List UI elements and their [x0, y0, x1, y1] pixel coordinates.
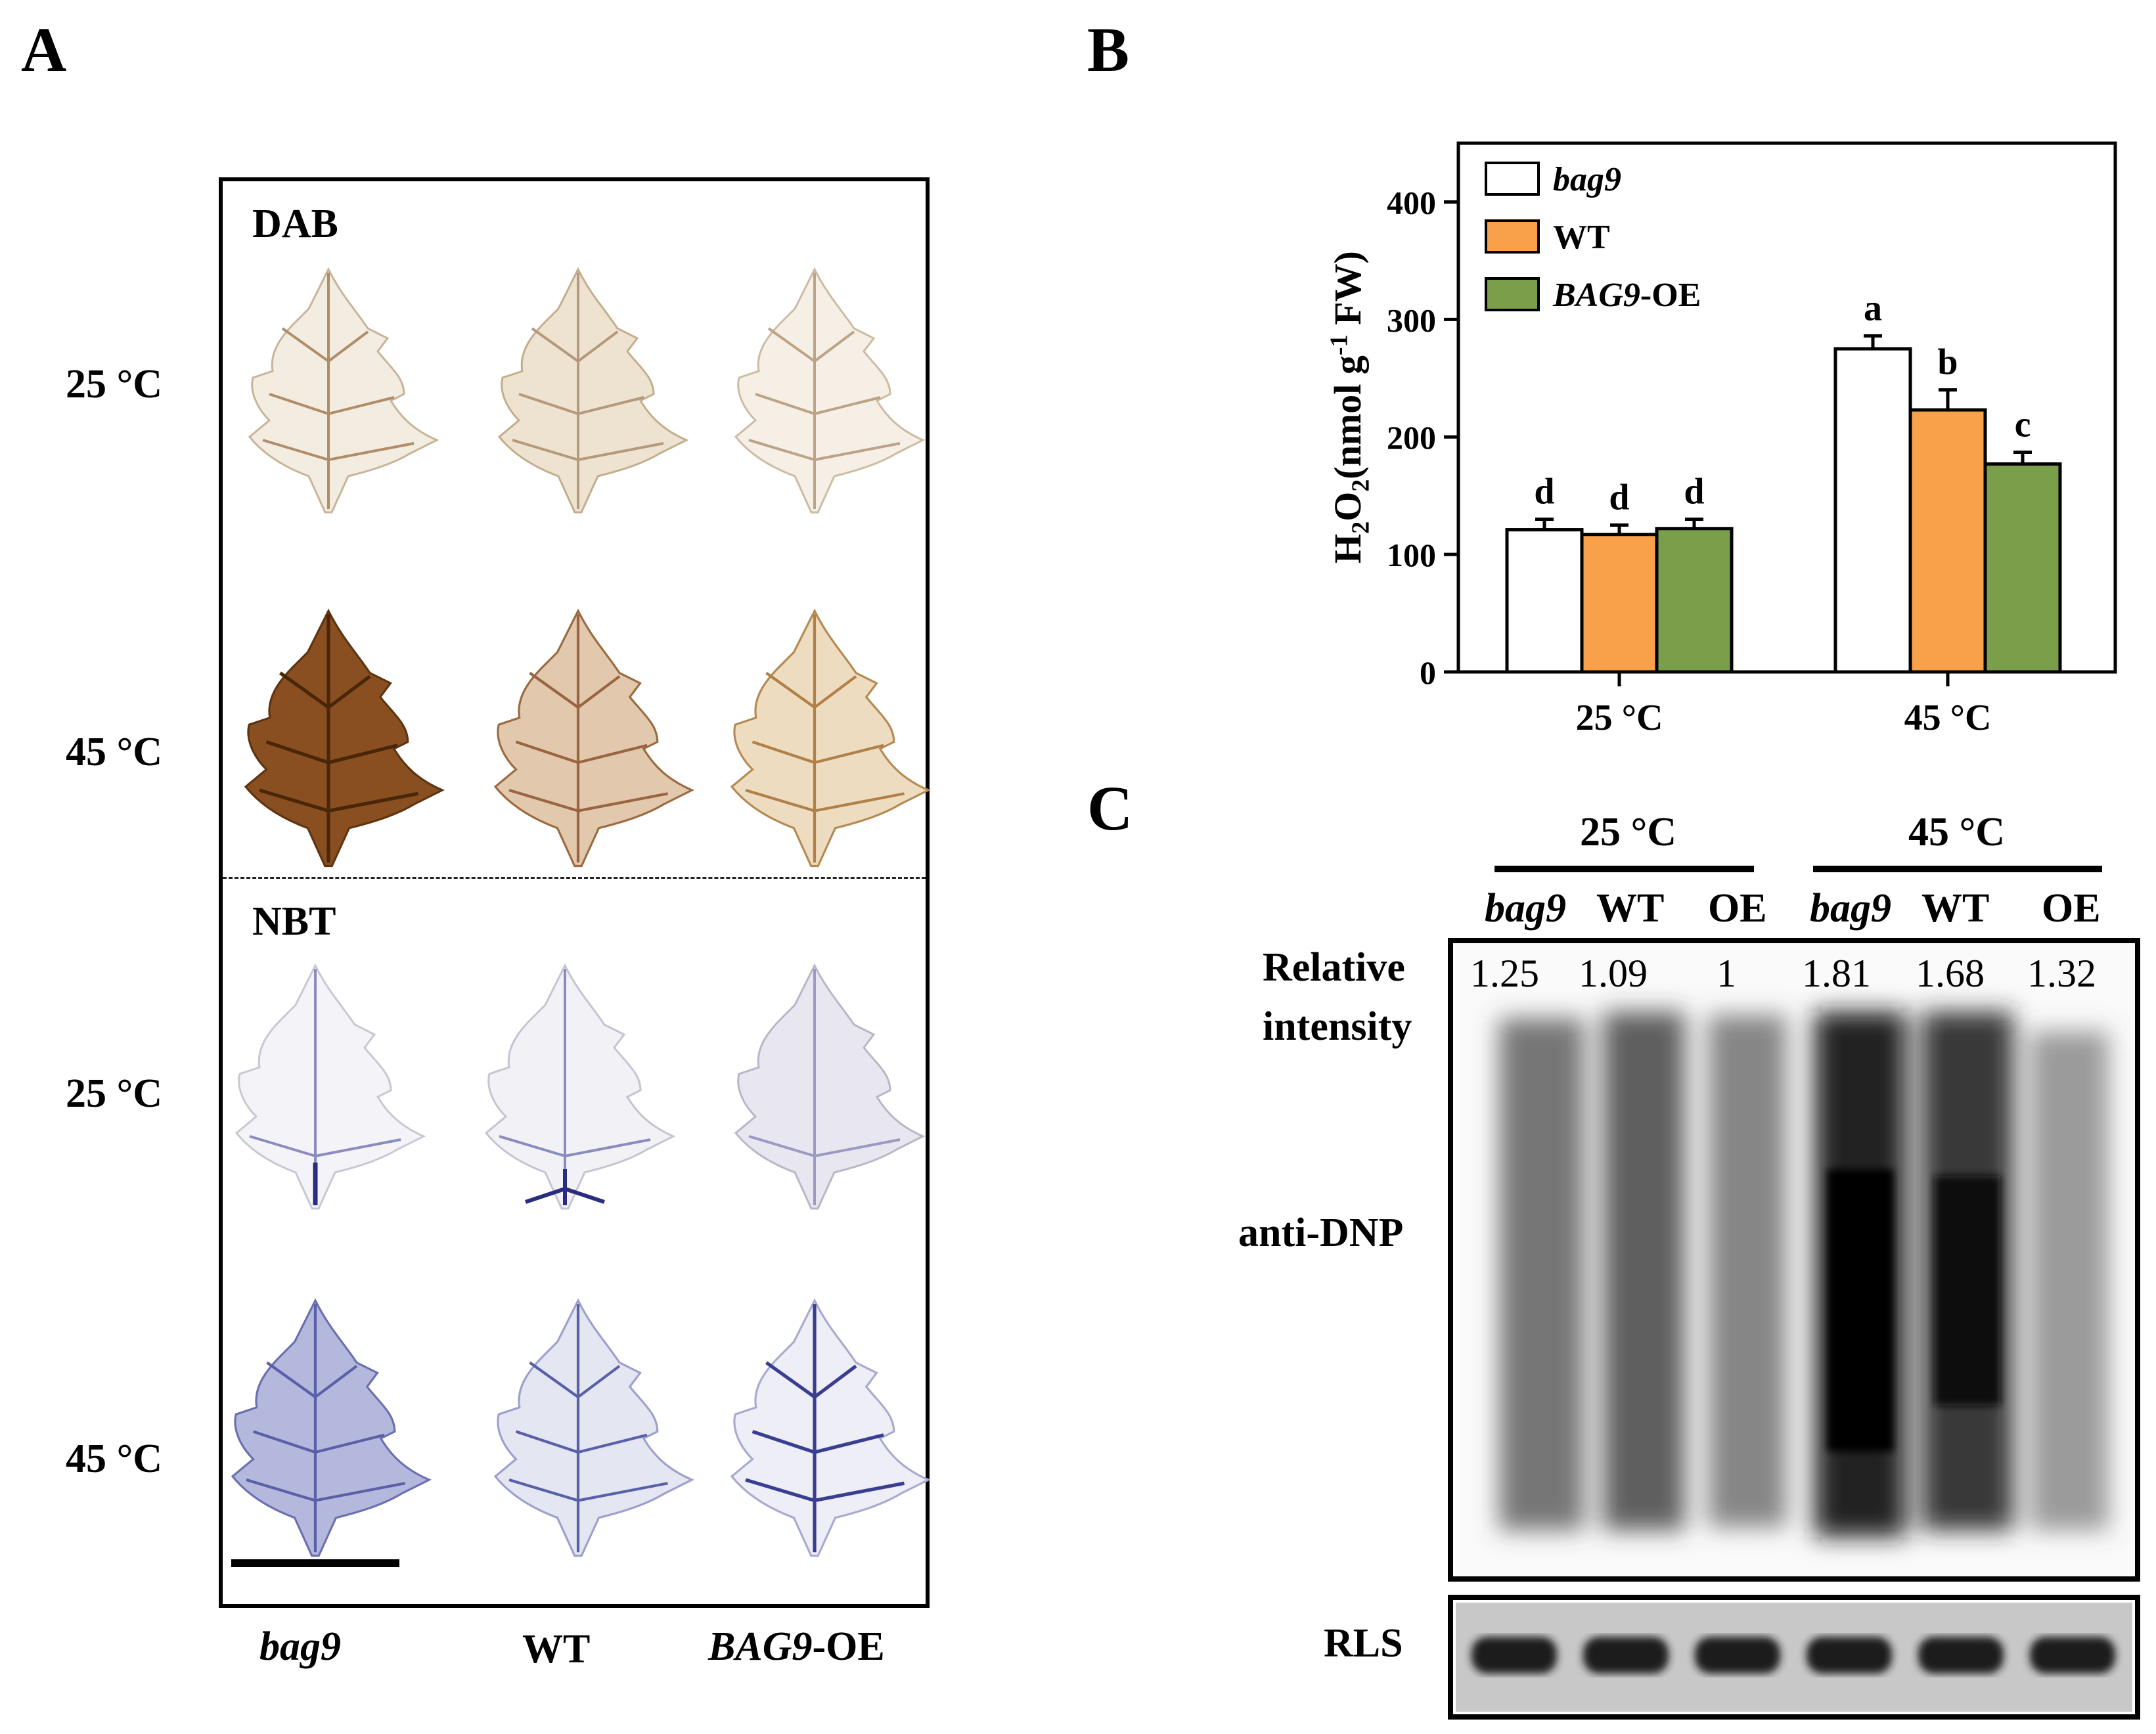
group-bar-45: [1813, 866, 2102, 872]
blot-lane-1: [1499, 1018, 1584, 1530]
blot-lane-6: [2030, 1031, 2109, 1530]
y-tick-label: 100: [1387, 537, 1436, 573]
relative-label-2: intensity: [1263, 1004, 1412, 1049]
bar-WT: [1908, 408, 1987, 674]
lane-label-4: bag9: [1810, 886, 1891, 931]
stain-divider: [223, 877, 926, 879]
leaf-nbt-25-oe: [734, 964, 924, 1210]
leaf-nbt-45-bag9: [231, 1299, 430, 1557]
row-label-nbt-25: 25 °C: [66, 1071, 163, 1116]
leaf-dab-25-bag9: [248, 268, 438, 514]
stain-label-dab: DAB: [252, 202, 338, 246]
leaf-nbt-25-bag9: [235, 964, 425, 1210]
significance-letter: a: [1864, 288, 1882, 328]
leaf-dab-45-bag9: [244, 610, 443, 868]
leaf-nbt-45-oe: [730, 1299, 930, 1557]
bar-bag9: [1505, 528, 1584, 674]
rls-band-1: [1471, 1637, 1557, 1674]
lane-label-1: bag9: [1485, 886, 1566, 931]
lane-label-3: OE: [1708, 886, 1767, 931]
intensity-3: 1: [1717, 952, 1736, 995]
loading-label: RLS: [1324, 1621, 1403, 1666]
row-label-dab-45: 45 °C: [66, 730, 163, 774]
rls-band-6: [2030, 1637, 2115, 1674]
y-tick-label: 300: [1387, 301, 1436, 338]
blot-lane-2: [1603, 1012, 1685, 1530]
significance-letter: b: [1937, 342, 1958, 383]
significance-letter: d: [1534, 471, 1554, 512]
group-label-45: 45 °C: [1908, 810, 2006, 855]
y-tick-label: 400: [1387, 184, 1436, 221]
intensity-2: 1.09: [1579, 952, 1648, 995]
leaf-dab-45-oe: [730, 610, 930, 868]
x-category-label: 45 °C: [1904, 698, 1992, 738]
leaf-dab-25-wt: [498, 268, 688, 514]
lane-label-6: OE: [2042, 886, 2101, 931]
bar-WT: [1580, 533, 1659, 674]
intensity-1: 1.25: [1470, 952, 1539, 995]
blot-lane-3: [1708, 1015, 1787, 1527]
legend-label: WT: [1553, 219, 1610, 256]
column-label-oe-plain: -OE: [812, 1624, 885, 1669]
bar-BAG9-OE: [1655, 527, 1734, 674]
plot-frame: [1456, 141, 2117, 674]
leaf-nbt-25-wt: [485, 964, 675, 1210]
blot-dark-core: [1828, 1169, 2000, 1452]
rls-band-3: [1695, 1637, 1780, 1674]
legend-swatch-bag9: [1485, 162, 1540, 196]
panel-b-letter: B: [1087, 14, 1130, 85]
antibody-label: anti-DNP: [1238, 1211, 1404, 1255]
group-label-25: 25 °C: [1580, 810, 1677, 855]
legend-swatch-WT: [1485, 219, 1540, 254]
column-label-wt: WT: [522, 1626, 590, 1673]
significance-letter: d: [1684, 471, 1704, 512]
leaf-dab-25-oe: [734, 268, 924, 514]
y-tick-label: 200: [1387, 419, 1436, 456]
intensity-6: 1.32: [2027, 952, 2096, 995]
rls-band-4: [1807, 1637, 1892, 1674]
leaf-nbt-45-wt: [494, 1299, 693, 1557]
column-label-bag9-oe: BAG9-OE: [708, 1624, 885, 1670]
panel-a-frame: [219, 177, 930, 1608]
legend-label: bag9: [1553, 161, 1621, 198]
legend-swatch-BAG9-OE: [1485, 277, 1540, 311]
rls-band-2: [1583, 1637, 1669, 1674]
intensity-4: 1.81: [1802, 952, 1871, 995]
significance-letter: c: [2015, 404, 2031, 445]
column-label-bag9-text: bag9: [259, 1624, 341, 1669]
significance-letter: d: [1609, 477, 1629, 518]
legend-label: BAG9-OE: [1552, 277, 1701, 314]
column-label-wt-text: WT: [522, 1627, 591, 1672]
y-tick-label: 0: [1420, 654, 1436, 691]
row-label-nbt-45: 45 °C: [66, 1436, 163, 1481]
panel-c-letter: C: [1087, 773, 1133, 843]
row-label-dab-25: 25 °C: [66, 362, 163, 407]
relative-label-1: Relative: [1263, 945, 1405, 990]
column-label-oe-italic: BAG9: [708, 1624, 813, 1669]
lane-label-2: WT: [1596, 886, 1665, 931]
column-label-bag9: bag9: [259, 1624, 341, 1670]
stain-label-nbt: NBT: [252, 899, 336, 944]
x-category-label: 25 °C: [1576, 698, 1663, 738]
panel-a-letter: A: [21, 14, 67, 85]
rls-band-5: [1918, 1637, 2004, 1674]
bar-BAG9-OE: [1983, 462, 2062, 674]
intensity-5: 1.68: [1916, 952, 1985, 995]
leaf-dab-45-wt: [494, 610, 693, 868]
lane-label-5: WT: [1921, 886, 1990, 931]
group-bar-25: [1494, 866, 1754, 872]
bar-bag9: [1833, 347, 1912, 674]
